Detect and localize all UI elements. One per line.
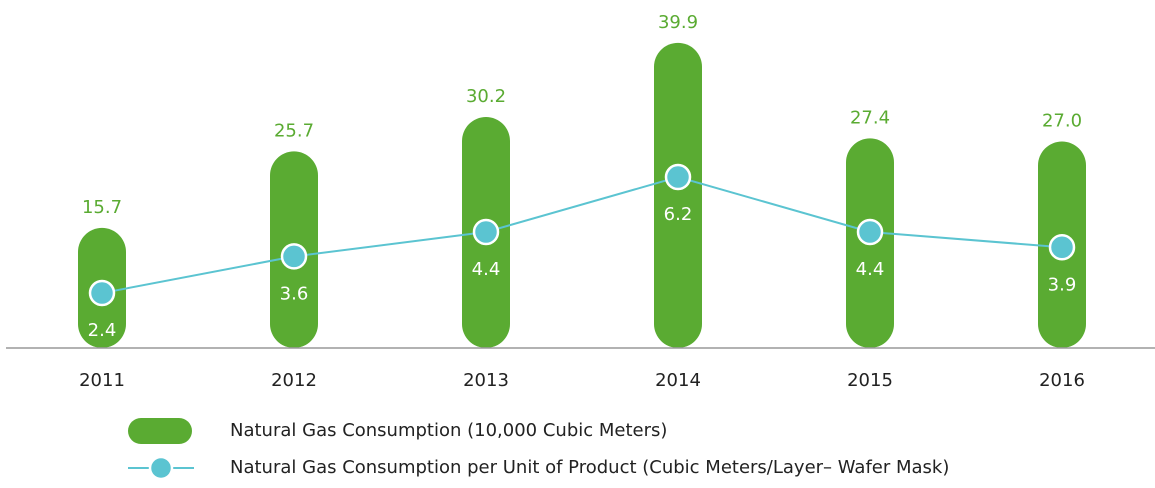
x-tick-label: 2014 xyxy=(655,370,701,391)
legend-swatch-point xyxy=(148,455,174,481)
line-point xyxy=(856,218,884,246)
line-point xyxy=(280,243,308,270)
x-tick-label: 2015 xyxy=(847,370,893,391)
line-value-label: 2.4 xyxy=(88,320,117,341)
x-tick-label: 2011 xyxy=(79,370,125,391)
bar-value-label: 30.2 xyxy=(466,86,506,107)
legend-label: Natural Gas Consumption per Unit of Prod… xyxy=(230,457,949,478)
x-tick-label: 2012 xyxy=(271,370,317,391)
line-value-label: 3.6 xyxy=(280,283,309,304)
bar xyxy=(654,42,702,348)
line-value-label: 3.9 xyxy=(1048,274,1077,295)
line-value-label: 4.4 xyxy=(472,259,501,280)
line-point xyxy=(88,279,116,307)
bar-value-label: 27.4 xyxy=(850,107,890,128)
line-point xyxy=(1048,234,1076,261)
bar-value-label: 39.9 xyxy=(658,12,698,33)
legend-label: Natural Gas Consumption (10,000 Cubic Me… xyxy=(230,420,667,441)
line-value-label: 4.4 xyxy=(856,259,885,280)
x-tick-label: 2013 xyxy=(463,370,509,391)
bar-value-label: 25.7 xyxy=(274,120,314,141)
line-value-label: 6.2 xyxy=(664,204,693,225)
bar-value-label: 15.7 xyxy=(82,197,122,218)
line-point xyxy=(664,163,692,191)
bar-value-label: 27.0 xyxy=(1042,110,1082,131)
x-tick-label: 2016 xyxy=(1039,370,1085,391)
line xyxy=(101,176,1063,295)
legend-swatch xyxy=(128,418,192,444)
line-point xyxy=(472,218,500,246)
